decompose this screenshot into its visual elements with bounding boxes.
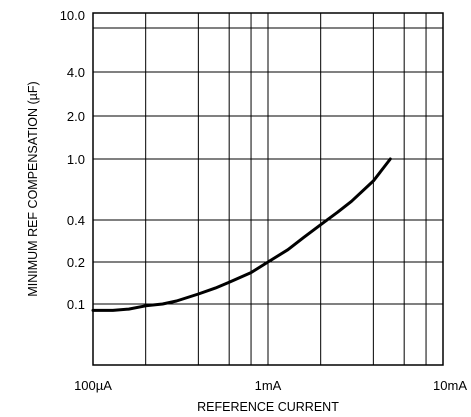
y-tick-label: 2.0	[67, 109, 85, 124]
plot-frame	[92, 12, 444, 366]
y-tick-label: 0.2	[67, 255, 85, 270]
y-tick-label: 1.0	[67, 152, 85, 167]
x-tick-label: 1mA	[255, 378, 282, 393]
y-axis-title: MINIMUM REF COMPENSATION (µF)	[26, 81, 40, 296]
x-tick-label: 100µA	[74, 378, 112, 393]
x-tick-labels: 100µA 1mA 10mA	[74, 378, 467, 393]
x-axis-title: REFERENCE CURRENT	[197, 400, 339, 414]
grid	[93, 13, 443, 365]
y-tick-labels: 10.0 4.0 2.0 1.0 0.4 0.2 0.1	[60, 8, 85, 312]
y-tick-label: 4.0	[67, 65, 85, 80]
y-tick-label: 10.0	[60, 8, 85, 23]
series-line	[91, 157, 392, 312]
x-tick-label: 10mA	[433, 378, 467, 393]
y-tick-label: 0.1	[67, 297, 85, 312]
y-tick-label: 0.4	[67, 213, 85, 228]
